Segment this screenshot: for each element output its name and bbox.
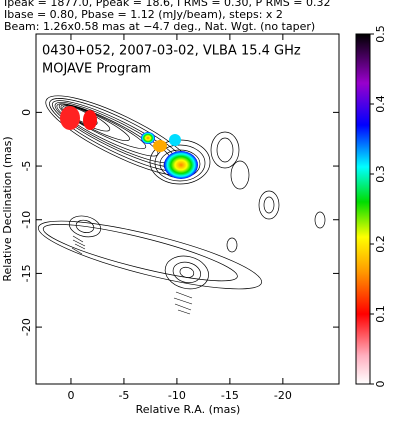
colorbar-tick-label: 0.4 [374,95,387,113]
image-layer [37,95,326,315]
header-line: Ibase = 0.80, Pbase = 1.12 (mJy/beam), s… [4,8,283,21]
knot-contours [149,131,326,253]
header-line: Beam: 1.26x0.58 mas at −4.7 deg., Nat. W… [4,20,315,33]
plot-frame [35,33,340,385]
colorbar-tick-label: 0.1 [374,305,387,323]
y-tick-label: 0 [20,109,33,116]
y-tick-label: -20 [20,318,33,336]
vector-hatch [71,235,193,315]
chart-title: 0430+052, 2007-03-02, VLBA 15.4 GHz [42,44,301,59]
x-axis-label: Relative R.A. (mas) [136,403,241,416]
x-tick-label: -20 [274,389,292,402]
colorbar-tick-label: 0.3 [374,165,387,183]
y-tick-label: -15 [20,264,33,282]
x-tick-label: -15 [221,389,239,402]
colorbar-tick-label: 0.5 [374,25,387,43]
chart-subtitle: MOJAVE Program [42,62,151,77]
lower-contours [37,215,263,290]
x-tick-label: 0 [67,389,74,402]
colorbar-tick-label: 0.2 [374,235,387,253]
y-tick-label: -10 [20,211,33,229]
x-tick-label: -5 [118,389,129,402]
y-tick-label: -5 [20,161,33,172]
y-axis-label: Relative Declination (mas) [1,136,14,281]
colorbar [355,33,371,385]
header-line: Ipeak = 1877.0, Ppeak = 18.6, I RMS = 0.… [4,0,331,9]
color-blobs [60,106,198,179]
colorbar-tick-label: 0 [374,381,387,388]
x-tick-label: -10 [168,389,186,402]
